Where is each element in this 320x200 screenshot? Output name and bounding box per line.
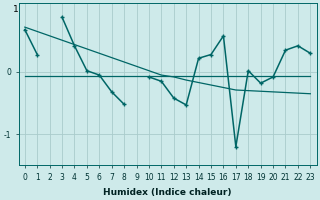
X-axis label: Humidex (Indice chaleur): Humidex (Indice chaleur) [103, 188, 232, 197]
Text: 1: 1 [13, 5, 19, 14]
